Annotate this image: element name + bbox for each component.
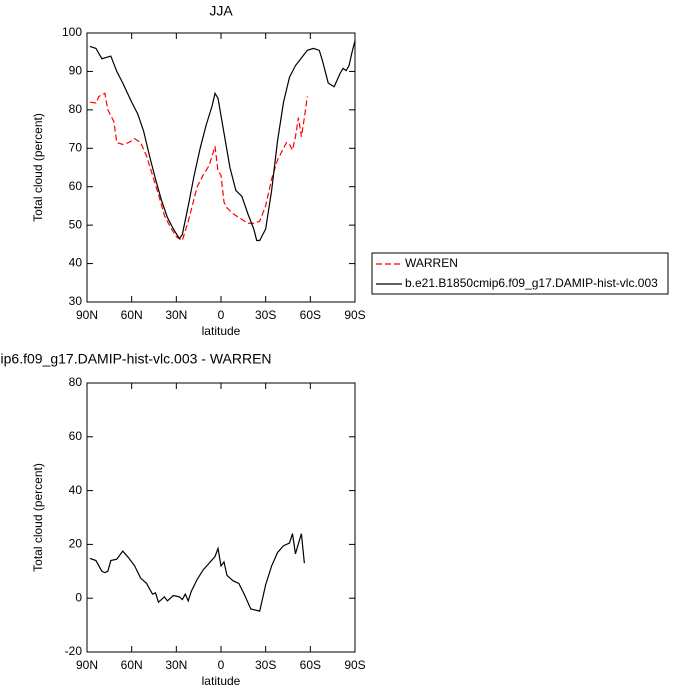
x-tick-label: 90S [344,308,365,322]
x-tick-label: 60S [300,308,321,322]
data-line [89,40,356,242]
legend-label: WARREN [405,256,458,270]
y-tick-label: 80 [69,102,83,116]
chart-title: JJA [209,3,233,19]
x-tick-label: 30N [165,658,187,672]
y-axis-label: Total cloud (percent) [31,113,45,222]
x-tick-label: 90N [76,658,98,672]
x-tick-label: 60N [121,658,143,672]
x-axis-label: latitude [202,674,241,688]
x-tick-label: 30S [255,308,276,322]
data-line [89,92,308,242]
plot-frame [86,32,356,303]
legend-box [371,252,669,295]
data-line [89,533,305,612]
x-tick-label: 0 [218,658,225,672]
x-axis-label: latitude [202,324,241,338]
plot-frame [86,382,356,653]
y-tick-label: 90 [69,64,83,78]
y-tick-label: 100 [62,25,82,39]
y-tick-label: 50 [69,217,83,231]
y-tick-label: 0 [75,590,82,604]
x-tick-label: 0 [218,308,225,322]
chart-title: b.e21.B1850cmip6.f09_g17.DAMIP-hist-vlc.… [0,351,272,367]
x-tick-label: 90N [76,308,98,322]
y-tick-label: 60 [69,179,83,193]
x-tick-label: 30N [165,308,187,322]
x-tick-label: 60N [121,308,143,322]
y-tick-label: 20 [69,537,83,551]
y-axis-label: Total cloud (percent) [31,463,45,572]
y-tick-label: 70 [69,140,83,154]
x-tick-label: 30S [255,658,276,672]
y-tick-label: 30 [69,294,83,308]
y-tick-label: 60 [69,429,83,443]
y-tick-label: 40 [69,256,83,270]
y-tick-label: -20 [65,644,83,658]
y-tick-label: 40 [69,483,83,497]
x-tick-label: 90S [344,658,365,672]
legend-label: b.e21.B1850cmip6.f09_g17.DAMIP-hist-vlc.… [405,276,658,290]
x-tick-label: 60S [300,658,321,672]
y-tick-label: 80 [69,375,83,389]
